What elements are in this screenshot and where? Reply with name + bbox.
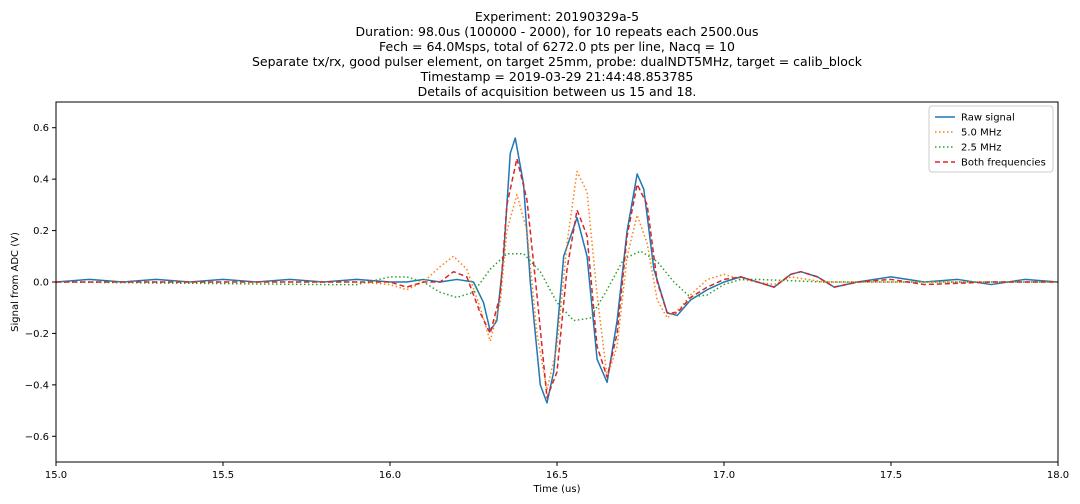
title-line: Experiment: 20190329a-5 xyxy=(475,9,639,24)
x-tick-label: 15.0 xyxy=(45,470,67,481)
x-axis-label: Time (us) xyxy=(532,484,580,495)
title-line: Separate tx/rx, good pulser element, on … xyxy=(252,54,863,69)
legend-label: 5.0 MHz xyxy=(961,128,1001,139)
y-axis-label: Signal from ADC (V) xyxy=(10,232,21,332)
y-tick-label: 0.0 xyxy=(33,278,49,289)
x-tick-label: 18.0 xyxy=(1047,470,1069,481)
series-line-2-5-mhz xyxy=(56,250,1058,322)
x-tick-label: 16.0 xyxy=(379,470,401,481)
y-tick-label: 0.4 xyxy=(33,175,49,186)
y-tick-label: 0.2 xyxy=(33,226,49,237)
x-tick-label: 16.5 xyxy=(546,470,568,481)
series-line-both-frequencies xyxy=(56,157,1058,399)
x-tick-label: 15.5 xyxy=(212,470,234,481)
x-axis: 15.0 15.5 16.0 16.5 17.0 17.5 18.0 xyxy=(45,462,1069,481)
title-line: Timestamp = 2019-03-29 21:44:48.853785 xyxy=(420,69,694,84)
title-line: Details of acquisition between us 15 and… xyxy=(418,84,697,99)
series-group xyxy=(56,137,1058,404)
x-tick-label: 17.0 xyxy=(713,470,735,481)
series-line-raw-signal xyxy=(56,137,1058,404)
y-axis: −0.6 −0.4 −0.2 0.0 0.2 0.4 0.6 xyxy=(25,123,56,443)
legend-label: Raw signal xyxy=(961,113,1015,124)
legend-label: Both frequencies xyxy=(961,158,1046,169)
title-line: Fech = 64.0Msps, total of 6272.0 pts per… xyxy=(379,39,735,54)
x-tick-label: 17.5 xyxy=(880,470,902,481)
y-tick-label: 0.6 xyxy=(33,123,49,134)
title-line: Duration: 98.0us (100000 - 2000), for 10… xyxy=(356,24,759,39)
y-tick-label: −0.2 xyxy=(25,329,49,340)
legend-box xyxy=(928,105,1054,173)
y-tick-label: −0.6 xyxy=(25,432,49,443)
legend-label: 2.5 MHz xyxy=(961,143,1001,154)
y-tick-label: −0.4 xyxy=(25,380,49,391)
legend: Raw signal 5.0 MHz 2.5 MHz Both frequencies xyxy=(928,105,1054,173)
